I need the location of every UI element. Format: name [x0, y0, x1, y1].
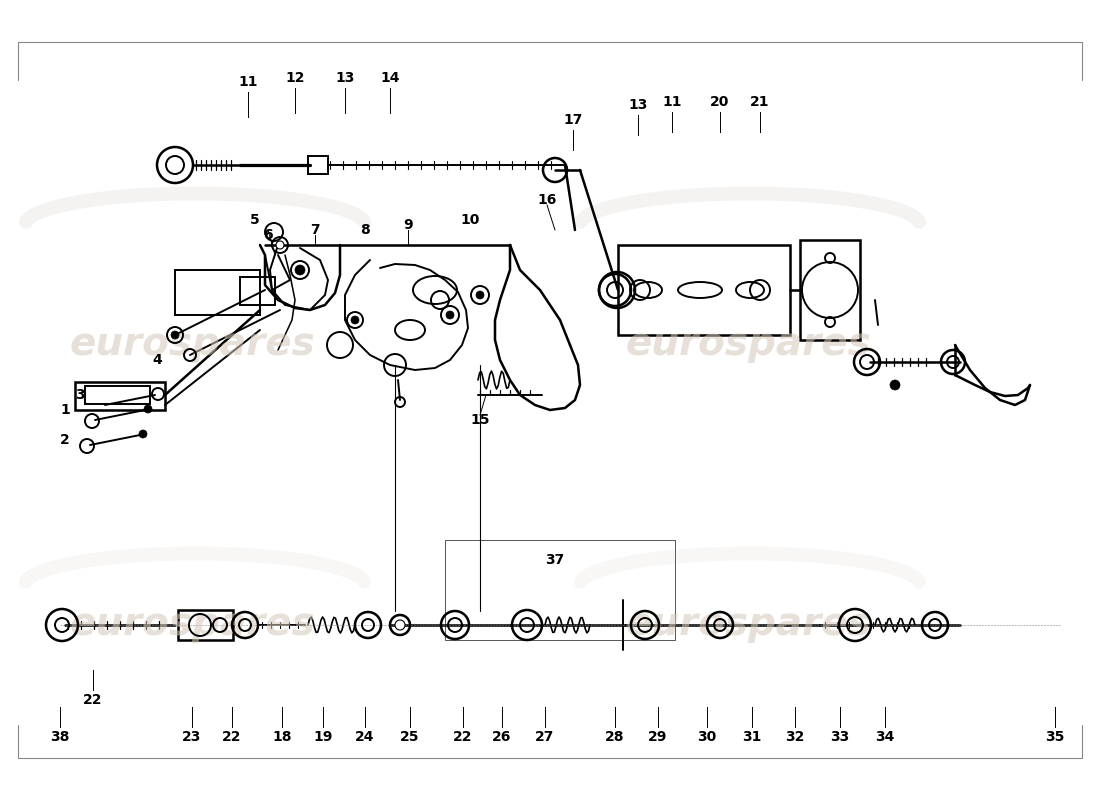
Text: 1: 1 [60, 403, 70, 417]
Text: 37: 37 [546, 553, 564, 567]
Text: 25: 25 [400, 730, 420, 744]
Circle shape [351, 316, 359, 324]
Bar [85, 386, 150, 404]
Text: 30: 30 [697, 730, 716, 744]
Bar [178, 610, 233, 640]
Text: 2: 2 [60, 433, 70, 447]
Circle shape [295, 265, 305, 275]
Text: 24: 24 [355, 730, 375, 744]
Text: eurospares: eurospares [69, 325, 316, 363]
Bar [240, 277, 275, 305]
Circle shape [170, 331, 179, 339]
Text: 4: 4 [152, 353, 162, 367]
Text: 32: 32 [785, 730, 805, 744]
Circle shape [395, 620, 405, 630]
Text: 11: 11 [662, 95, 682, 109]
Text: 15: 15 [471, 413, 490, 427]
Text: 20: 20 [711, 95, 729, 109]
Bar [800, 240, 860, 340]
Circle shape [144, 405, 152, 413]
Text: 13: 13 [336, 71, 354, 85]
Text: 31: 31 [742, 730, 761, 744]
Text: 18: 18 [273, 730, 292, 744]
Text: 35: 35 [1045, 730, 1065, 744]
Text: 9: 9 [404, 218, 412, 232]
Text: 22: 22 [84, 693, 102, 707]
Text: 11: 11 [239, 75, 257, 89]
Text: 38: 38 [51, 730, 69, 744]
Text: 29: 29 [648, 730, 668, 744]
Text: 22: 22 [222, 730, 242, 744]
Text: 10: 10 [460, 213, 480, 227]
Text: eurospares: eurospares [69, 605, 316, 643]
Text: eurospares: eurospares [625, 605, 871, 643]
Bar [618, 245, 790, 335]
Text: 21: 21 [750, 95, 770, 109]
Text: 5: 5 [250, 213, 260, 227]
Text: 3: 3 [75, 388, 85, 402]
Text: 19: 19 [314, 730, 332, 744]
Text: 22: 22 [453, 730, 473, 744]
Text: 33: 33 [830, 730, 849, 744]
Bar [446, 540, 675, 640]
Text: 17: 17 [563, 113, 583, 127]
Text: 27: 27 [536, 730, 554, 744]
Text: 7: 7 [310, 223, 320, 237]
Text: 6: 6 [263, 228, 273, 242]
Text: 14: 14 [381, 71, 399, 85]
Circle shape [890, 380, 900, 390]
Text: 34: 34 [876, 730, 894, 744]
Circle shape [139, 430, 147, 438]
Text: 8: 8 [360, 223, 370, 237]
Text: 23: 23 [183, 730, 201, 744]
Text: 28: 28 [605, 730, 625, 744]
Text: 12: 12 [285, 71, 305, 85]
Text: 13: 13 [628, 98, 648, 112]
Text: 16: 16 [537, 193, 557, 207]
Circle shape [446, 311, 454, 319]
Bar [175, 270, 260, 315]
Text: eurospares: eurospares [625, 325, 871, 363]
Circle shape [476, 291, 484, 299]
Bar [75, 382, 165, 410]
Circle shape [276, 241, 284, 249]
Text: 26: 26 [493, 730, 512, 744]
Bar [308, 156, 328, 174]
